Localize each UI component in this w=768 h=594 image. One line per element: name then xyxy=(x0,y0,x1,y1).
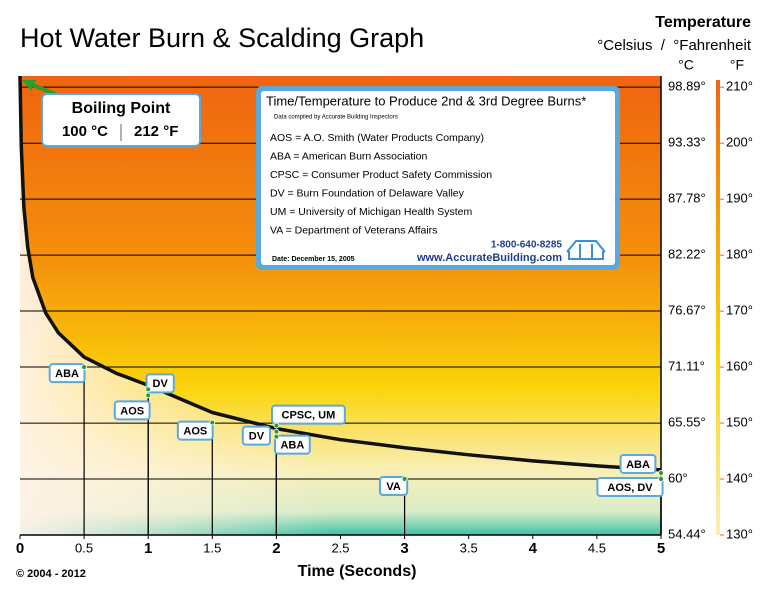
point-label-box xyxy=(241,425,272,446)
x-tick-label: 4.5 xyxy=(588,540,606,555)
point-label: VA xyxy=(386,481,401,493)
data-point xyxy=(273,422,280,429)
y2-tick-label: 180° xyxy=(726,247,753,262)
y-axis-subtitle: °Celsius / °Fahrenheit xyxy=(597,37,752,54)
y2-tick-label: 200° xyxy=(726,135,753,150)
point-label: CPSC, UM xyxy=(282,409,336,421)
y-tick-label: 71.11° xyxy=(668,358,705,373)
copyright: © 2004 - 2012 xyxy=(16,568,86,580)
x-tick-label: 1 xyxy=(144,540,152,557)
point-label-box xyxy=(619,453,657,474)
point-label: AOS xyxy=(183,425,207,437)
info-entry: CPSC = Consumer Product Safety Commissio… xyxy=(270,169,492,181)
curve-area xyxy=(20,76,661,535)
data-point xyxy=(145,386,152,393)
callout-box xyxy=(41,93,201,147)
y2-tick-label: 210° xyxy=(726,79,753,94)
y-tick-label: 60° xyxy=(668,470,688,485)
phone: 1-800-640-8285 xyxy=(491,240,563,251)
x-tick-label: 3.5 xyxy=(460,540,478,555)
y-tick-label: 93.33° xyxy=(668,135,706,150)
x-tick-label: 4 xyxy=(529,540,538,557)
y2-unit: °F xyxy=(730,57,744,73)
y-tick-label: 87.78° xyxy=(668,191,706,206)
point-label: ABA xyxy=(55,368,79,380)
info-entry: UM = University of Michigan Health Syste… xyxy=(270,206,472,218)
house-base xyxy=(568,251,604,260)
point-label-box xyxy=(48,363,86,384)
x-tick-label: 0.5 xyxy=(75,540,93,555)
x-tick-label: 2.5 xyxy=(331,540,349,555)
x-tick-label: 1.5 xyxy=(203,540,221,555)
point-label-box xyxy=(145,373,175,394)
point-label-box xyxy=(113,400,151,421)
house-icon xyxy=(566,240,606,260)
x-tick-label: 5 xyxy=(657,540,665,557)
y-tick-label: 98.89° xyxy=(668,79,706,94)
point-label-box xyxy=(596,476,664,497)
arrow-head xyxy=(22,80,36,91)
point-label-box xyxy=(379,475,409,496)
data-point xyxy=(658,476,664,482)
celsius-label: 100 °C xyxy=(62,123,108,140)
info-note: Data compiled by Accurate Building Inspe… xyxy=(274,115,398,121)
point-label: DV xyxy=(249,431,265,443)
y2-tick-label: 170° xyxy=(726,303,753,318)
info-entry: ABA = American Burn Association xyxy=(270,150,427,162)
x-axis-title: Time (Seconds) xyxy=(298,563,417,580)
temperature-scale-bar xyxy=(716,80,720,535)
info-entry: AOS = A.O. Smith (Water Products Company… xyxy=(270,132,484,144)
date: Date: December 15, 2005 xyxy=(272,256,355,263)
point-label: DV xyxy=(153,378,169,390)
data-point xyxy=(209,419,216,426)
y2-tick-label: 150° xyxy=(726,414,753,429)
info-box-inner xyxy=(261,91,615,265)
data-point xyxy=(273,433,280,440)
callout-title: Boiling Point xyxy=(72,100,171,117)
y-tick-label: 76.67° xyxy=(668,302,706,317)
point-label: ABA xyxy=(280,440,304,452)
x-tick-label: 0 xyxy=(16,540,24,557)
point-label: AOS, DV xyxy=(607,482,653,494)
point-label-box xyxy=(271,404,346,425)
info-entry: VA = Department of Veterans Affairs xyxy=(270,224,437,236)
chart-title: Hot Water Burn & Scalding Graph xyxy=(20,23,424,53)
y2-tick-label: 160° xyxy=(726,359,753,374)
y2-tick-label: 140° xyxy=(726,470,753,485)
y-tick-label: 54.44° xyxy=(668,526,706,541)
burn-curve xyxy=(18,75,662,472)
y-axis-title: Temperature xyxy=(655,14,751,31)
data-point xyxy=(658,470,664,476)
info-entry: DV = Burn Foundation of Delaware Valley xyxy=(270,187,465,199)
boiling-point-callout: Boiling Point 100 °C 212 °F xyxy=(22,80,201,147)
point-label: ABA xyxy=(626,459,650,471)
data-point xyxy=(273,428,280,435)
point-label-box xyxy=(274,434,311,455)
y2-tick-label: 190° xyxy=(726,191,753,206)
point-label-box xyxy=(176,420,214,441)
y-tick-label: 82.22° xyxy=(668,247,706,262)
info-title: Time/Temperature to Produce 2nd & 3rd De… xyxy=(266,93,586,108)
point-label: AOS xyxy=(120,405,144,417)
info-box: Time/Temperature to Produce 2nd & 3rd De… xyxy=(256,86,620,270)
fahrenheit-label: 212 °F xyxy=(134,123,178,140)
x-tick-label: 3 xyxy=(400,540,408,557)
y2-tick-label: 130° xyxy=(726,526,753,541)
x-tick-label: 2 xyxy=(272,540,280,557)
data-point xyxy=(401,476,408,482)
data-point xyxy=(81,364,87,371)
y-unit: °C xyxy=(678,57,694,73)
data-point xyxy=(145,392,152,399)
y-tick-label: 65.55° xyxy=(668,415,706,430)
house-roof xyxy=(566,240,606,253)
website: www.AccurateBuilding.com xyxy=(416,252,562,264)
